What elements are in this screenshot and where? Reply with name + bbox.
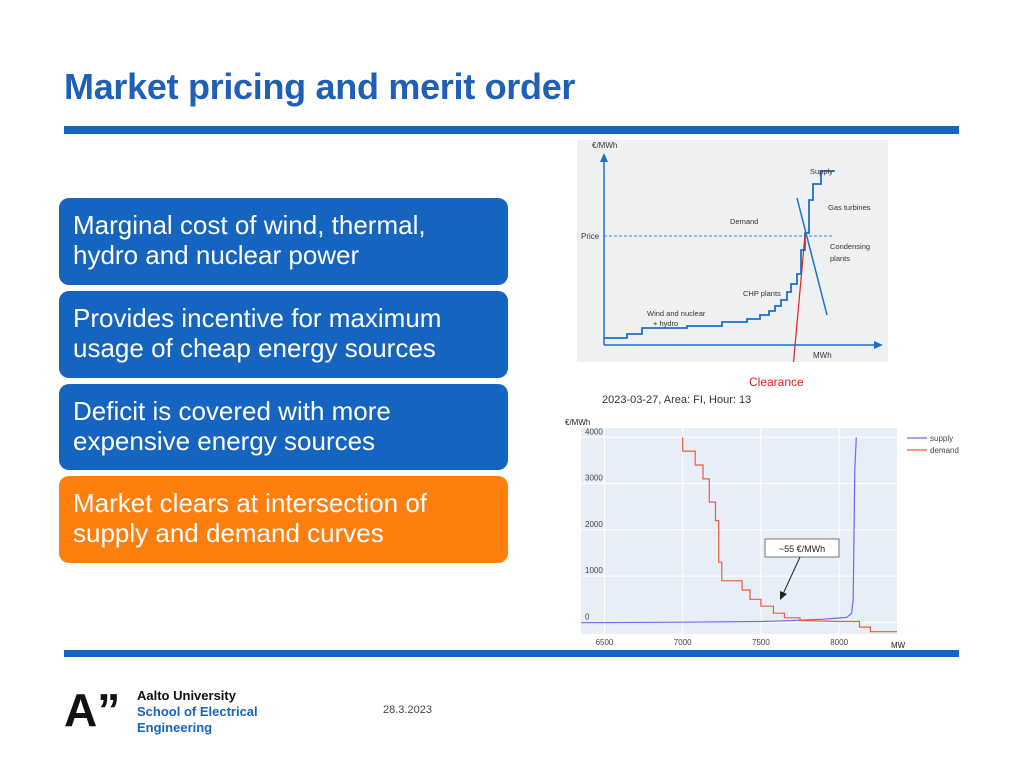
clearance-line <box>792 234 806 362</box>
y-tick-label: 1000 <box>585 566 603 575</box>
bullet-box-deficit: Deficit is covered with more expensive e… <box>59 384 508 470</box>
clearance-label: Clearance <box>749 375 804 389</box>
diagram-y-axis-label: €/MWh <box>592 141 617 150</box>
series-line-supply <box>580 437 857 624</box>
legend-label-supply: supply <box>930 434 953 443</box>
footer-line-university: Aalto University <box>137 688 236 703</box>
y-tick-label: 4000 <box>585 427 603 436</box>
bullet-box-market-clears: Market clears at intersection of supply … <box>59 476 508 563</box>
legend: supply demand <box>907 434 959 455</box>
label-demand: Demand <box>730 217 758 226</box>
x-tick-label: 8000 <box>830 638 848 647</box>
aalto-logo-icon: A” <box>64 688 120 730</box>
chart-x-label: MW <box>891 641 906 650</box>
aalto-logo-mark: A” <box>64 688 120 730</box>
label-plants: plants <box>830 254 850 263</box>
y-axis-arrow-icon <box>600 153 608 162</box>
annotation-text: ~55 €/MWh <box>779 544 825 554</box>
diagram-background <box>577 140 888 362</box>
bullet-box-marginal-cost: Marginal cost of wind, thermal, hydro an… <box>59 198 508 285</box>
bottom-divider <box>64 650 959 657</box>
label-wind-nuclear: Wind and nuclear <box>647 309 706 318</box>
merit-order-diagram: €/MWh MWh Price Supply Gas turbines Dema… <box>577 140 888 362</box>
price-label: Price <box>581 232 600 241</box>
footer-line-engineering: Engineering <box>137 720 213 735</box>
annotation-box <box>764 538 840 558</box>
chart-y-label: €/MWh <box>565 418 590 427</box>
series-line-demand <box>682 437 897 633</box>
demand-curve <box>796 197 828 316</box>
annotation-arrowhead-icon <box>780 591 787 600</box>
annotation-arrow <box>782 556 801 595</box>
y-tick-label: 3000 <box>585 474 603 483</box>
footer-university: Aalto University School of Electrical En… <box>137 688 258 736</box>
label-supply: Supply <box>810 167 833 176</box>
y-tick-label: 2000 <box>585 520 603 529</box>
label-chp-plants: CHP plants <box>743 289 781 298</box>
supply-demand-chart: 2023-03-27, Area: FI, Hour: 13 €/MWh MW … <box>565 394 959 650</box>
x-tick-label: 7000 <box>674 638 692 647</box>
bullet-box-incentive: Provides incentive for maximum usage of … <box>59 291 508 378</box>
plot-area <box>581 428 897 634</box>
x-tick-label: 7500 <box>752 638 770 647</box>
x-axis-arrow-icon <box>874 341 883 349</box>
legend-label-demand: demand <box>930 446 959 455</box>
slide-date: 28.3.2023 <box>383 704 432 716</box>
label-gas-turbines: Gas turbines <box>828 203 871 212</box>
top-divider <box>64 126 959 134</box>
x-tick-label: 6500 <box>596 638 614 647</box>
label-hydro: + hydro <box>653 319 678 328</box>
diagram-x-axis-label: MWh <box>813 351 832 360</box>
supply-curve <box>604 170 835 339</box>
chart-title: 2023-03-27, Area: FI, Hour: 13 <box>602 394 751 406</box>
y-tick-label: 0 <box>585 612 590 621</box>
slide-title: Market pricing and merit order <box>64 66 576 107</box>
label-condensing: Condensing <box>830 242 870 251</box>
footer-line-school: School of Electrical <box>137 704 258 719</box>
